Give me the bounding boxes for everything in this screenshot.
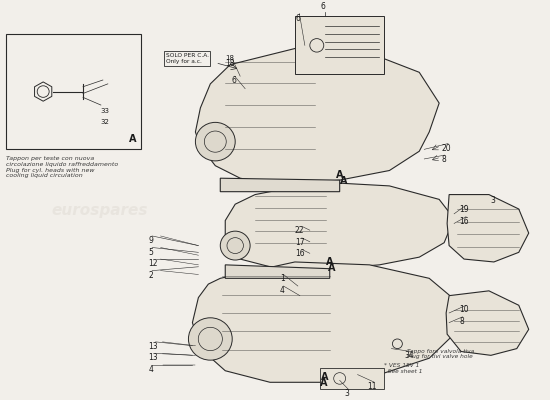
Text: 12: 12 xyxy=(148,259,158,268)
Text: A: A xyxy=(328,263,336,273)
Text: 34: 34 xyxy=(404,352,414,360)
Polygon shape xyxy=(226,265,329,278)
Text: 22: 22 xyxy=(295,226,304,235)
Text: 13: 13 xyxy=(148,354,158,362)
Text: 32: 32 xyxy=(101,119,110,125)
Text: 8: 8 xyxy=(441,155,446,164)
Polygon shape xyxy=(226,182,454,269)
Text: A: A xyxy=(340,176,347,186)
Text: 4: 4 xyxy=(148,365,153,374)
Text: SOLO PER C.A.
Only for a.c.: SOLO PER C.A. Only for a.c. xyxy=(166,53,208,64)
Text: 3: 3 xyxy=(491,196,496,206)
Text: 6: 6 xyxy=(231,76,236,85)
Text: eurospares: eurospares xyxy=(52,204,148,218)
Text: 18: 18 xyxy=(226,55,234,61)
Text: 6: 6 xyxy=(296,14,301,22)
Text: A: A xyxy=(326,257,333,267)
Text: 10: 10 xyxy=(459,305,469,314)
Text: 8: 8 xyxy=(459,317,464,326)
Text: 33: 33 xyxy=(101,108,110,114)
Text: 6: 6 xyxy=(320,2,325,11)
Polygon shape xyxy=(195,47,439,185)
Text: 4: 4 xyxy=(280,286,285,295)
Text: 16: 16 xyxy=(295,250,305,258)
Text: Tappon per teste con nuova
circolazione liquido raffreddamento
Plug for cyl. hea: Tappon per teste con nuova circolazione … xyxy=(7,156,119,178)
Text: 2: 2 xyxy=(148,271,153,280)
Text: 3: 3 xyxy=(345,389,349,398)
Text: A: A xyxy=(129,134,136,144)
Bar xyxy=(320,368,384,389)
Text: * VES 18V 1
  See sheet 1: * VES 18V 1 See sheet 1 xyxy=(384,363,423,374)
Text: 9: 9 xyxy=(148,236,153,245)
Text: 20: 20 xyxy=(441,144,451,152)
Text: eurospares: eurospares xyxy=(293,269,389,284)
Text: eurospares: eurospares xyxy=(293,107,389,122)
Text: 18: 18 xyxy=(226,59,235,68)
Circle shape xyxy=(221,231,250,260)
Text: 13: 13 xyxy=(148,342,158,351)
Polygon shape xyxy=(192,262,459,382)
Text: A: A xyxy=(320,378,327,388)
Bar xyxy=(295,16,384,74)
Text: A: A xyxy=(336,170,343,180)
Text: 19: 19 xyxy=(459,205,469,214)
Circle shape xyxy=(189,318,232,360)
Polygon shape xyxy=(447,194,529,262)
Text: 5: 5 xyxy=(148,248,153,256)
Text: 1: 1 xyxy=(280,274,285,284)
Circle shape xyxy=(195,122,235,161)
Text: A: A xyxy=(321,372,328,382)
Polygon shape xyxy=(446,291,529,355)
Text: 16: 16 xyxy=(459,217,469,226)
Text: Tappo foro valvola tiva
Plug for tivi valve hole: Tappo foro valvola tiva Plug for tivi va… xyxy=(408,349,475,360)
Text: 17: 17 xyxy=(295,238,305,247)
Text: 11: 11 xyxy=(367,382,377,391)
Bar xyxy=(7,34,141,149)
Polygon shape xyxy=(221,178,340,192)
